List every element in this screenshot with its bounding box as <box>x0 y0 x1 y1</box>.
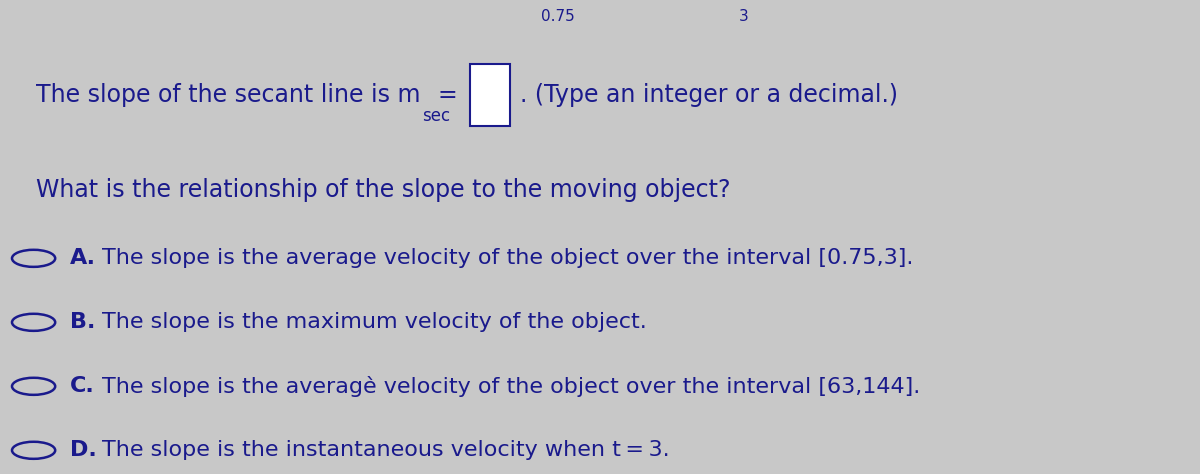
Text: The slope is the averagè velocity of the object over the interval [63,144].: The slope is the averagè velocity of th… <box>102 376 920 397</box>
Text: 0.75: 0.75 <box>541 9 575 25</box>
Text: The slope of the secant line is m: The slope of the secant line is m <box>36 83 420 107</box>
Text: The slope is the average velocity of the object over the interval [0.75,3].: The slope is the average velocity of the… <box>102 248 913 268</box>
Text: =: = <box>438 83 457 107</box>
FancyBboxPatch shape <box>470 64 510 126</box>
Text: What is the relationship of the slope to the moving object?: What is the relationship of the slope to… <box>36 178 731 201</box>
Text: A.: A. <box>70 248 96 268</box>
Text: C.: C. <box>70 376 95 396</box>
Text: 3: 3 <box>739 9 749 25</box>
Text: The slope is the instantaneous velocity when t = 3.: The slope is the instantaneous velocity … <box>102 440 670 460</box>
Text: . (Type an integer or a decimal.): . (Type an integer or a decimal.) <box>520 83 898 107</box>
Text: The slope is the maximum velocity of the object.: The slope is the maximum velocity of the… <box>102 312 647 332</box>
Text: D.: D. <box>70 440 96 460</box>
Text: sec: sec <box>422 107 450 125</box>
Text: B.: B. <box>70 312 95 332</box>
